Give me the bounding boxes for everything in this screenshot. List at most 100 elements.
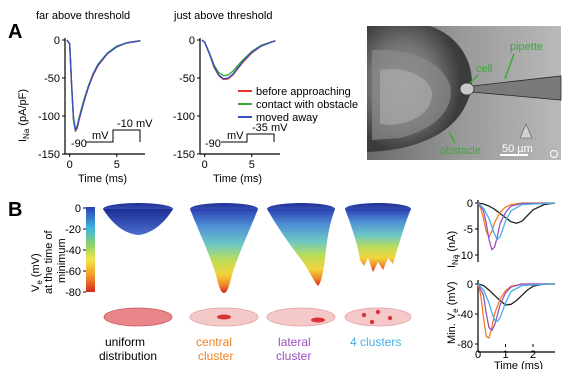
- disc-lateral: [266, 307, 336, 327]
- protocol2-hold: -90: [205, 138, 221, 150]
- plot2-series-before-approaching: [201, 39, 276, 81]
- legend-label-contact: contact with obstacle: [256, 99, 358, 111]
- plot-b-ina-series-central-cluster: [477, 202, 555, 238]
- funnel-4clusters-body: [345, 209, 411, 272]
- arrow-cell: [469, 74, 479, 84]
- plot1-ytick-label: 0: [54, 35, 60, 47]
- plot-b-ina-ytick-label: -5: [463, 224, 473, 236]
- dist-label-lateral-1: lateral: [278, 335, 311, 349]
- plot-b-minve-series-4-clusters: [477, 283, 556, 323]
- label-obstacle: obstacle: [440, 145, 481, 157]
- plot1-xlabel: Time (ms): [78, 173, 127, 185]
- panel-b-label: B: [8, 199, 22, 221]
- dist-label-uniform-2: distribution: [99, 349, 157, 363]
- plot1-lines: [66, 39, 141, 132]
- panel-a-label: A: [8, 21, 22, 43]
- plot-b-minve-lines: [477, 283, 556, 339]
- disc-4clusters-shape: [344, 307, 412, 327]
- plot1-ytick-label: -100: [38, 111, 60, 123]
- colorbar-ticks: 0 -20 -40 -60 -80: [65, 203, 86, 299]
- plot-far-above: far above threshold INa (pA/pF) 0 -50 -100…: [17, 10, 153, 185]
- protocol1-trace: [86, 129, 141, 143]
- plot-b-minve-ytick-label: -80: [457, 339, 473, 351]
- plot-b-ina-series-lateral-cluster: [477, 202, 556, 251]
- disc-lateral-shape: [266, 307, 336, 327]
- micrograph-obstacle-rim: [380, 69, 433, 125]
- protocol2-step: -35 mV: [252, 122, 288, 134]
- micrograph-debris: [519, 123, 533, 139]
- plot-b-ina-ytick-label: 0: [467, 198, 473, 210]
- plot-just-above: just above threshold 0 -50 -100 -150 0 5 -90 …: [173, 10, 358, 185]
- funnel-lateral: [267, 203, 335, 286]
- plot-b-ina-series-4-clusters: [477, 202, 556, 241]
- plot-b-ina-lines: [477, 202, 556, 251]
- colorbar-tick-label: -80: [65, 287, 81, 299]
- plot2-series-moved-away: [201, 39, 276, 80]
- plot-b-ina-ytick-label: -10: [457, 250, 473, 262]
- dist-label-uniform-1: uniform: [105, 335, 145, 349]
- plot2-protocol: -90 mV -35 mV: [205, 122, 288, 150]
- plot-b-ina-ylabel: INa (nA): [446, 231, 460, 268]
- colorbar-tick-label: 0: [75, 203, 81, 215]
- plot-b-minve-xtick-label: 2: [530, 349, 536, 361]
- colorbar: 0 -20 -40 -60 -80 Ve (mV) at the time of min…: [30, 203, 95, 299]
- plot2-ytick-label: -50: [179, 73, 195, 85]
- funnel-uniform-body: [103, 209, 173, 235]
- protocol2-trace: [221, 133, 275, 143]
- plot2-xlabel: Time (ms): [213, 173, 262, 185]
- label-cell: cell: [476, 63, 493, 75]
- plot1-series-contact-with-obstacle: [66, 39, 141, 130]
- disc-4clusters-cluster: [361, 312, 367, 318]
- funnel-uniform: [103, 203, 173, 235]
- plot-b-ina: INa (nA) 0 -5 -10: [446, 198, 556, 268]
- funnel-central-body: [190, 209, 258, 293]
- plot1-xtick-label: 0: [67, 159, 73, 171]
- legend-label-moved: moved away: [256, 112, 318, 124]
- disc-4clusters-cluster: [387, 315, 393, 321]
- plot-b-xlabel: Time (ms): [494, 360, 543, 369]
- plot-b-minve-ytick-label: -40: [457, 309, 473, 321]
- disc-4clusters-cluster: [369, 319, 375, 325]
- plot1-ticks: 0 -50 -100 -150 0 5: [38, 35, 120, 171]
- plot-b-minve: Min. Ve (mV) 0-40-800 1 2 Time (ms): [446, 279, 556, 369]
- plot-b-minve-ticks: 0-40-800 1 2: [457, 279, 536, 361]
- dist-label-lateral-2: cluster: [276, 349, 311, 363]
- plot-b-ina-series-uniform-distribution: [477, 202, 556, 224]
- plot-b-minve-xtick-label: 1: [502, 349, 508, 361]
- colorbar-tick-label: -40: [65, 245, 81, 257]
- colorbar-tick-label: -60: [65, 266, 81, 278]
- plot2-ytick-label: 0: [189, 35, 195, 47]
- protocol1-step: -10 mV: [117, 118, 153, 130]
- funnel-lateral-body: [267, 209, 335, 286]
- plot1-ylabel: INa (pA/pF): [17, 89, 31, 142]
- colorbar-label-2: at the time of: [43, 229, 55, 294]
- plot1-series-moved-away: [66, 39, 141, 132]
- colorbar-tick-label: -20: [65, 224, 81, 236]
- plot2-xtick-label: 0: [202, 159, 208, 171]
- arrow-obstacle: [448, 131, 456, 144]
- funnel-4clusters: [345, 203, 411, 272]
- dist-label-central-1: central: [196, 335, 232, 349]
- plot-b-minve-series-uniform-distribution: [477, 283, 555, 306]
- plot1-title: far above threshold: [36, 10, 130, 22]
- colorbar-label-3: minimum: [56, 238, 68, 283]
- disc-4clusters: [344, 307, 412, 327]
- plot2-ticks: 0 -50 -100 -150 0 5: [173, 35, 255, 171]
- plot-b-ina-ticks: 0 -5 -10: [457, 198, 478, 262]
- arrow-pipette: [504, 53, 515, 80]
- disc-central: [189, 307, 259, 327]
- micrograph: cell pipette obstacle 50 µm: [367, 26, 562, 160]
- disc-uniform: [103, 307, 173, 327]
- protocol1-hold: -90: [71, 138, 87, 150]
- dist-label-central-2: cluster: [198, 349, 233, 363]
- protocol2-unit: mV: [227, 130, 244, 142]
- micrograph-cell: [459, 82, 475, 96]
- plot2-ytick-label: -150: [173, 149, 195, 161]
- disc-4clusters-cluster: [375, 309, 381, 315]
- label-scale: 50 µm: [502, 143, 533, 155]
- plot2-xtick-label: 5: [249, 159, 255, 171]
- plot-b-minve-ytick-label: 0: [467, 279, 473, 291]
- plot-b-minve-series-central-cluster: [477, 283, 555, 339]
- disc-central-cluster: [217, 314, 231, 320]
